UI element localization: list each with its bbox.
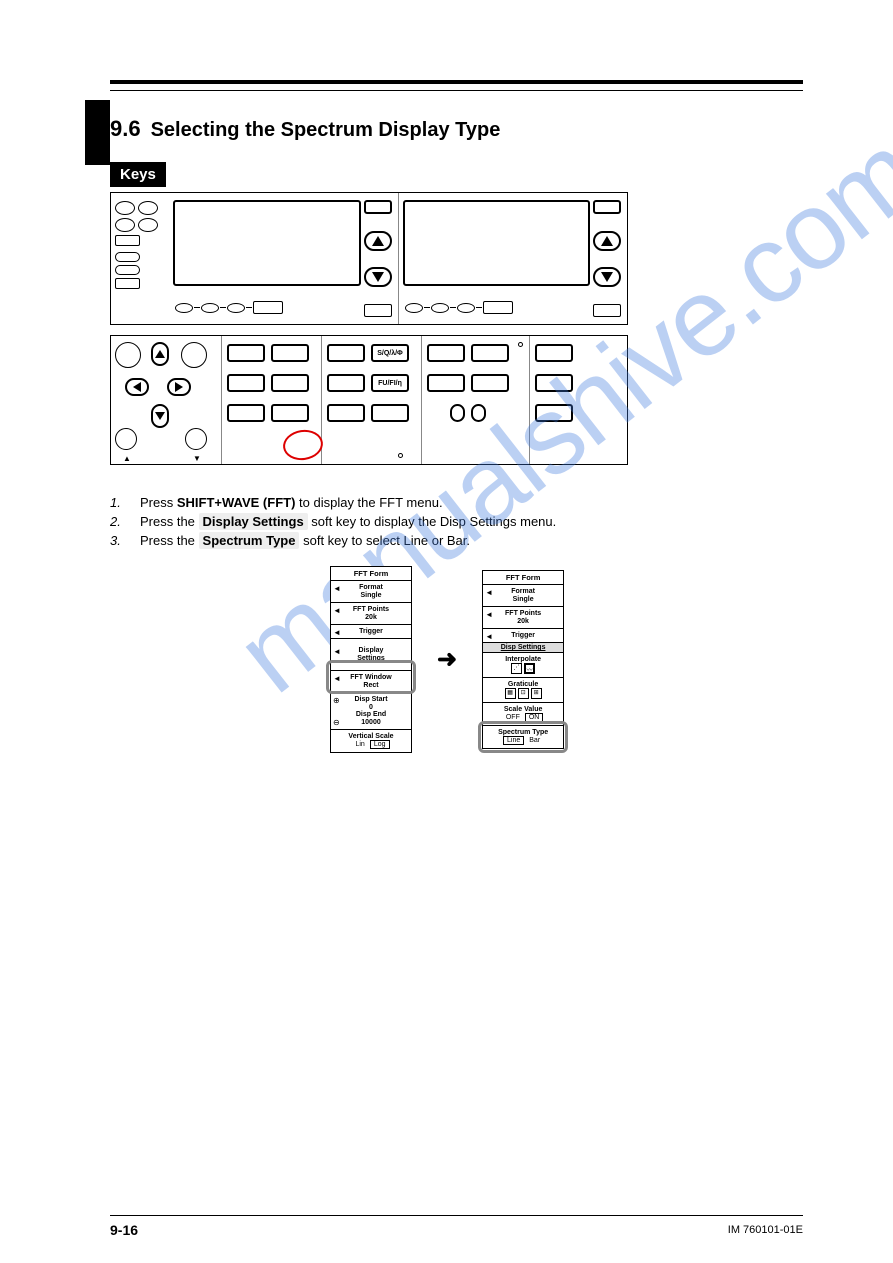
header-rule-thick [110, 80, 803, 84]
step-1: 1. Press SHIFT+WAVE (FFT) to display the… [110, 495, 803, 510]
btn-section-4 [529, 336, 587, 464]
lcd-display-2 [403, 200, 591, 286]
section-title: 9.6Selecting the Spectrum Display Type [110, 116, 803, 142]
arrow-up-btn [593, 231, 621, 251]
btn-section-1 [221, 336, 321, 464]
arrow-up-btn [364, 231, 392, 251]
fu-btn: FU/FI/η [371, 374, 409, 392]
chapter-black-mark [85, 100, 110, 165]
red-highlight-circle [281, 427, 325, 462]
small-btn [364, 200, 392, 214]
page-number: 9-16 [110, 1222, 138, 1238]
display-section-2 [398, 193, 628, 324]
sq-btn: S/Q/λ/Φ [371, 344, 409, 362]
nav-cursor-section: ▲ ▼ [111, 336, 221, 464]
btn-section-2: S/Q/λ/Φ FU/FI/η [321, 336, 421, 464]
small-btn [593, 304, 621, 317]
highlight-display-settings [326, 660, 416, 694]
arrow-down-btn [593, 267, 621, 287]
procedure-steps: 1. Press SHIFT+WAVE (FFT) to display the… [110, 495, 803, 548]
btn-section-3 [421, 336, 529, 464]
step-3: 3. Press the Spectrum Type soft key to s… [110, 533, 803, 548]
panel-top-diagram [110, 192, 628, 325]
display-section-1 [169, 193, 398, 324]
small-btn [593, 200, 621, 214]
step-2: 2. Press the Display Settings soft key t… [110, 514, 803, 529]
manual-reference: IM 760101-01E [728, 1224, 803, 1236]
menu-flow-diagram: FFT Form ◄FormatSingle ◄FFT Points20k ◄T… [330, 566, 803, 753]
header-rule-thin [110, 90, 803, 91]
arrow-right-icon: ➜ [437, 645, 457, 674]
section-number: 9.6 [110, 116, 141, 141]
keys-heading: Keys [110, 162, 166, 187]
indicator-column [111, 193, 169, 324]
highlight-spectrum-type [478, 721, 568, 753]
arrow-down-btn [364, 267, 392, 287]
page-footer: 9-16 IM 760101-01E [110, 1215, 803, 1238]
panel-lower-diagram: ▲ ▼ S/Q/λ/Φ FU/FI/η [110, 335, 628, 465]
small-btn [364, 304, 392, 317]
lcd-display-1 [173, 200, 361, 286]
